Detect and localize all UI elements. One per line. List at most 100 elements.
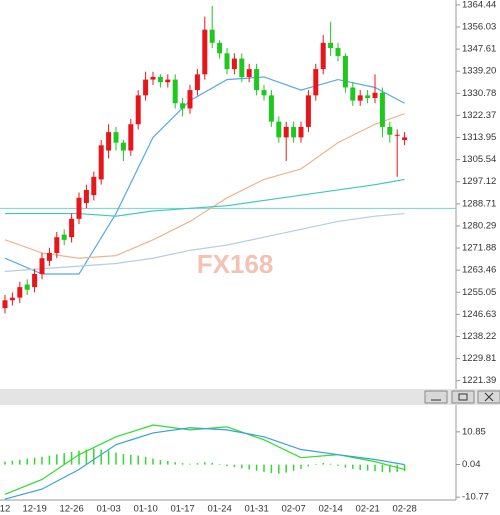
candle-body — [54, 237, 60, 253]
candle-body — [98, 145, 104, 180]
candle-body — [9, 297, 15, 301]
candle-body — [194, 74, 200, 91]
candle-body — [313, 69, 319, 96]
y-tick-label: 1347.61 — [462, 44, 496, 55]
candle-body — [17, 287, 23, 298]
candle-body — [69, 218, 75, 238]
y-tick-label: 0.04 — [462, 459, 481, 470]
y-tick-label: -10.77 — [462, 492, 489, 503]
indicator-line — [4, 212, 405, 272]
candle-body — [135, 95, 141, 125]
x-tick-label: 02-14 — [318, 504, 342, 515]
candle-body — [165, 79, 171, 83]
candle-body — [157, 76, 163, 83]
y-tick-label: 1330.78 — [462, 88, 496, 99]
candle-body — [268, 95, 274, 122]
candle-body — [187, 90, 193, 109]
candle-body — [209, 29, 215, 43]
candle-body — [113, 132, 119, 143]
candle-body — [402, 137, 408, 141]
x-tick-label: 02-28 — [392, 504, 416, 515]
candle-body — [128, 124, 134, 151]
candle-body — [291, 126, 297, 138]
candle-body — [350, 87, 356, 101]
indicator-line — [4, 113, 405, 259]
x-tick-label: 02-07 — [281, 504, 305, 515]
y-tick-label: 1313.95 — [462, 132, 496, 143]
x-tick-label: 01-03 — [96, 504, 120, 515]
candle-body — [32, 273, 38, 288]
candle-body — [394, 134, 400, 136]
candle-body — [39, 258, 45, 274]
candle-body — [305, 95, 311, 127]
y-tick-label: 1263.46 — [462, 265, 496, 276]
x-tick-label: 01-24 — [207, 504, 231, 515]
candle-body — [2, 300, 8, 309]
minimize-button[interactable] — [424, 390, 448, 404]
x-tick-label: 01-31 — [244, 504, 268, 515]
candle-body — [365, 95, 371, 98]
candle-body — [24, 284, 30, 290]
candle-body — [328, 42, 334, 49]
candle-body — [202, 29, 208, 75]
y-tick-label: 1288.71 — [462, 198, 496, 209]
restore-button[interactable] — [451, 390, 475, 404]
watermark: FX168 — [197, 249, 274, 279]
candle-body — [61, 234, 67, 240]
indicator-line — [4, 427, 405, 500]
y-tick-label: 1229.81 — [462, 353, 496, 364]
panel-separator — [0, 389, 500, 405]
candle-body — [298, 126, 304, 138]
y-tick-label: 1356.03 — [462, 21, 496, 32]
y-tick-label: 1280.29 — [462, 220, 496, 231]
candle-body — [283, 126, 289, 138]
x-tick-label: 12 — [0, 504, 10, 515]
y-tick-label: 10.85 — [462, 426, 486, 437]
candle-body — [46, 252, 52, 261]
x-tick-label: 01-10 — [133, 504, 157, 515]
y-tick-label: 1246.63 — [462, 309, 496, 320]
y-tick-label: 1271.88 — [462, 243, 496, 254]
candle-body — [143, 79, 149, 96]
candle-body — [224, 53, 230, 70]
candle-body — [150, 76, 156, 80]
candle-body — [320, 42, 326, 70]
candle-body — [357, 95, 363, 101]
x-tick-label: 12-26 — [59, 504, 83, 515]
candle-body — [379, 92, 385, 127]
candle-body — [372, 92, 378, 98]
candle-body — [217, 42, 223, 54]
candle-body — [83, 189, 89, 204]
candle-body — [254, 69, 260, 91]
candle-body — [261, 90, 267, 96]
icon — [458, 393, 468, 401]
candle-body — [106, 132, 112, 151]
candle-body — [172, 79, 178, 104]
candle-body — [180, 103, 186, 109]
y-tick-label: 1297.12 — [462, 176, 496, 187]
candle-body — [335, 48, 341, 56]
x-tick-label: 01-17 — [170, 504, 194, 515]
y-tick-label: 1238.22 — [462, 331, 496, 342]
x-tick-label: 02-21 — [355, 504, 379, 515]
y-tick-label: 1364.44 — [462, 0, 496, 10]
candle-body — [246, 69, 252, 77]
window-buttons — [424, 390, 500, 404]
candle-body — [239, 58, 245, 77]
candle-body — [387, 126, 393, 135]
y-tick-label: 1339.20 — [462, 66, 496, 77]
x-tick-label: 12-19 — [22, 504, 46, 515]
y-tick-label: 1322.37 — [462, 110, 496, 121]
candle-body — [231, 58, 237, 70]
candle-body — [120, 142, 126, 151]
indicator-line — [5, 178, 405, 217]
candle-body — [76, 197, 82, 219]
y-tick-label: 1255.05 — [462, 287, 496, 298]
y-tick-label: 1305.54 — [462, 154, 496, 165]
candle-body — [342, 55, 348, 88]
candle-body — [276, 121, 282, 138]
candle-body — [91, 176, 97, 196]
y-tick-label: 1221.39 — [462, 375, 496, 386]
icon — [484, 392, 494, 402]
